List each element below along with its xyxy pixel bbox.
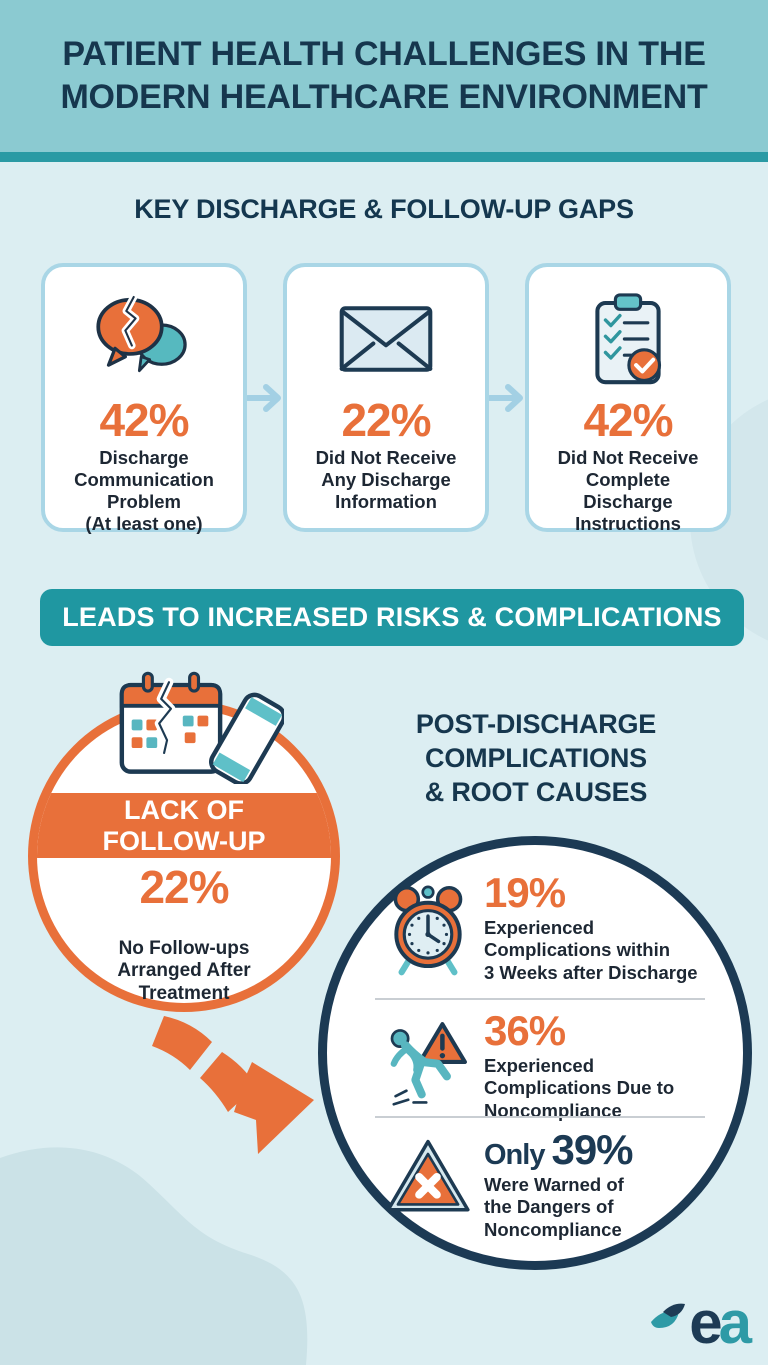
complication-stat-value: 36% (484, 1007, 566, 1054)
leaf-icon (651, 1303, 686, 1328)
gap-stat-label: Did Not Receive Any Discharge Informatio… (315, 446, 457, 513)
gap-stat-value: 42% (583, 394, 673, 446)
background-blob-bottom-left (0, 1147, 308, 1365)
stat-divider (375, 998, 705, 1000)
clipboard-checklist-icon (529, 281, 727, 397)
flow-arrow-icon (247, 263, 283, 532)
followup-stat-label: No Follow-ups Arranged After Treatment (117, 938, 251, 1004)
complication-stat-value: 19% (484, 869, 566, 916)
gap-cards-row: 42% Discharge Communication Problem (At … (41, 263, 731, 534)
stat-row-warned: Only 39% Were Warned of the Dangers of No… (382, 1129, 727, 1241)
complications-circle: 19% Experienced Complications within 3 W… (318, 836, 752, 1270)
gap-card-communication: 42% Discharge Communication Problem (At … (41, 263, 247, 534)
broken-speech-bubbles-icon (45, 281, 243, 397)
gaps-section-title: KEY DISCHARGE & FOLLOW-UP GAPS (134, 194, 634, 224)
logo-letter-e: e (689, 1289, 722, 1356)
complications-title: POST-DISCHARGE COMPLICATIONS & ROOT CAUS… (415, 709, 657, 807)
followup-circle-inner: LACK OF FOLLOW-UP (37, 709, 331, 1003)
header-divider (0, 152, 768, 162)
risks-banner-text: LEADS TO INCREASED RISKS & COMPLICATIONS (62, 602, 722, 632)
stat-row-3weeks: 19% Experienced Complications within 3 W… (382, 872, 727, 984)
gap-card-incomplete-instructions: 42% Did Not Receive Complete Discharge I… (525, 263, 731, 534)
header: PATIENT HEALTH CHALLENGES IN THE MODERN … (0, 0, 768, 152)
followup-band-title: LACK OF FOLLOW-UP (102, 795, 266, 856)
flow-arrow-icon (489, 263, 525, 532)
stat-divider (375, 1116, 705, 1118)
broken-calendar-phone-icon (112, 660, 287, 789)
gap-stat-label: Discharge Communication Problem (At leas… (74, 446, 214, 535)
page-title: PATIENT HEALTH CHALLENGES IN THE MODERN … (60, 34, 708, 116)
logo-letter-a: a (718, 1289, 752, 1356)
stat-row-noncompliance: 36% Experienced Complications Due to Non… (382, 1010, 727, 1122)
falling-person-icon (382, 1016, 474, 1116)
complication-stat-label: Experienced Complications Due to Noncomp… (484, 1055, 675, 1121)
risks-banner: LEADS TO INCREASED RISKS & COMPLICATIONS (40, 589, 744, 646)
warning-x-icon (382, 1135, 474, 1219)
gap-stat-label: Did Not Receive Complete Discharge Instr… (557, 446, 699, 535)
gap-stat-value: 22% (341, 394, 431, 446)
gap-stat-value: 42% (99, 394, 189, 446)
envelope-icon (287, 281, 485, 397)
complication-stat-label: Were Warned of the Dangers of Noncomplia… (484, 1174, 624, 1240)
complication-stat-value: Only 39% (484, 1126, 634, 1173)
complication-stat-label: Experienced Complications within 3 Weeks… (484, 917, 698, 983)
gap-card-no-information: 22% Did Not Receive Any Discharge Inform… (283, 263, 489, 532)
curved-arrow-icon (152, 1016, 314, 1154)
alarm-clock-icon (382, 878, 474, 982)
followup-band: LACK OF FOLLOW-UP (37, 793, 331, 858)
followup-stat-value: 22% (139, 861, 229, 913)
